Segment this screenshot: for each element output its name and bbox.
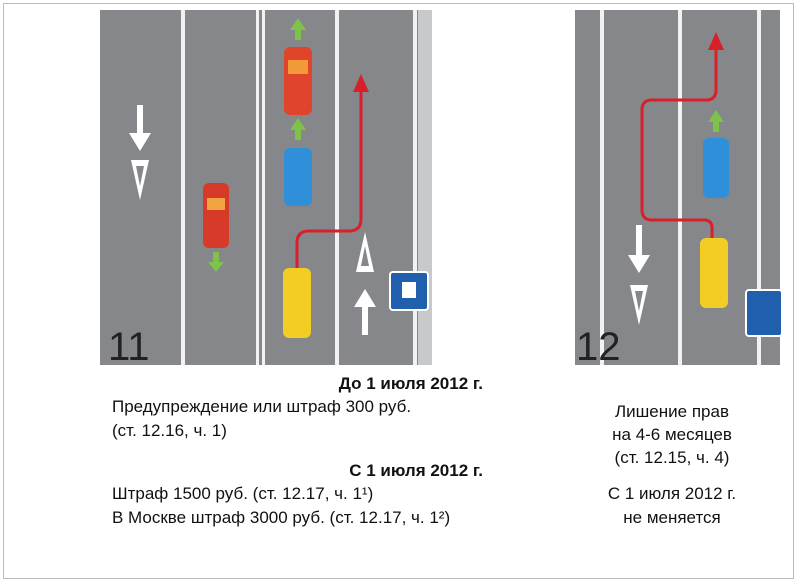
page: 11 12 До 1 июля 2012 г. Предупреждение и… <box>0 0 799 584</box>
heading: С 1 июля 2012 г. <box>349 461 483 480</box>
text-line: на 4-6 месяцев <box>612 425 732 444</box>
text-line: Штраф 1500 руб. (ст. 12.17, ч. 1¹) <box>112 484 373 503</box>
text-line: С 1 июля 2012 г. <box>608 484 736 503</box>
text-line: В Москве штраф 3000 руб. (ст. 12.17, ч. … <box>112 508 450 527</box>
text-line: не меняется <box>623 508 721 527</box>
text-line: (ст. 12.15, ч. 4) <box>615 448 730 467</box>
illustration: 11 12 До 1 июля 2012 г. Предупреждение и… <box>0 0 799 584</box>
figure-number: 11 <box>108 325 150 369</box>
road-left <box>100 10 432 365</box>
text-line: (ст. 12.16, ч. 1) <box>112 421 227 440</box>
road-right <box>575 10 782 365</box>
figure-number: 12 <box>576 325 621 369</box>
text-line: Предупреждение или штраф 300 руб. <box>112 397 411 416</box>
heading: До 1 июля 2012 г. <box>339 374 483 393</box>
text-line: Лишение прав <box>615 402 729 421</box>
